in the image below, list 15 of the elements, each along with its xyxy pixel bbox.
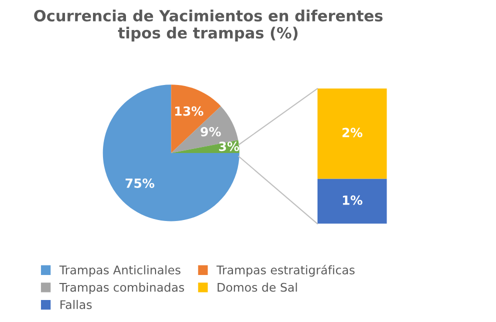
data-label: 13% [175,106,204,116]
data-label: 9% [200,126,221,136]
pie-slice [171,106,238,153]
data-label: 2% [342,128,362,138]
legend-label: Fallas [60,300,92,310]
legend-label: Domos de Sal [218,282,297,292]
chart-title: Ocurrencia de Yacimientos en diferentes tipos de trampas (%) [34,10,383,42]
legend-label: Trampas Anticlinales [59,265,180,277]
data-label: 75% [126,178,154,188]
pie-slice [102,84,240,222]
legend-label: Trampas combinadas [59,282,184,294]
data-label: 3% [219,142,240,152]
legend-label: Trampas estratigráficas [216,264,355,277]
pie-slice [171,84,221,153]
data-label: 1% [342,195,362,205]
